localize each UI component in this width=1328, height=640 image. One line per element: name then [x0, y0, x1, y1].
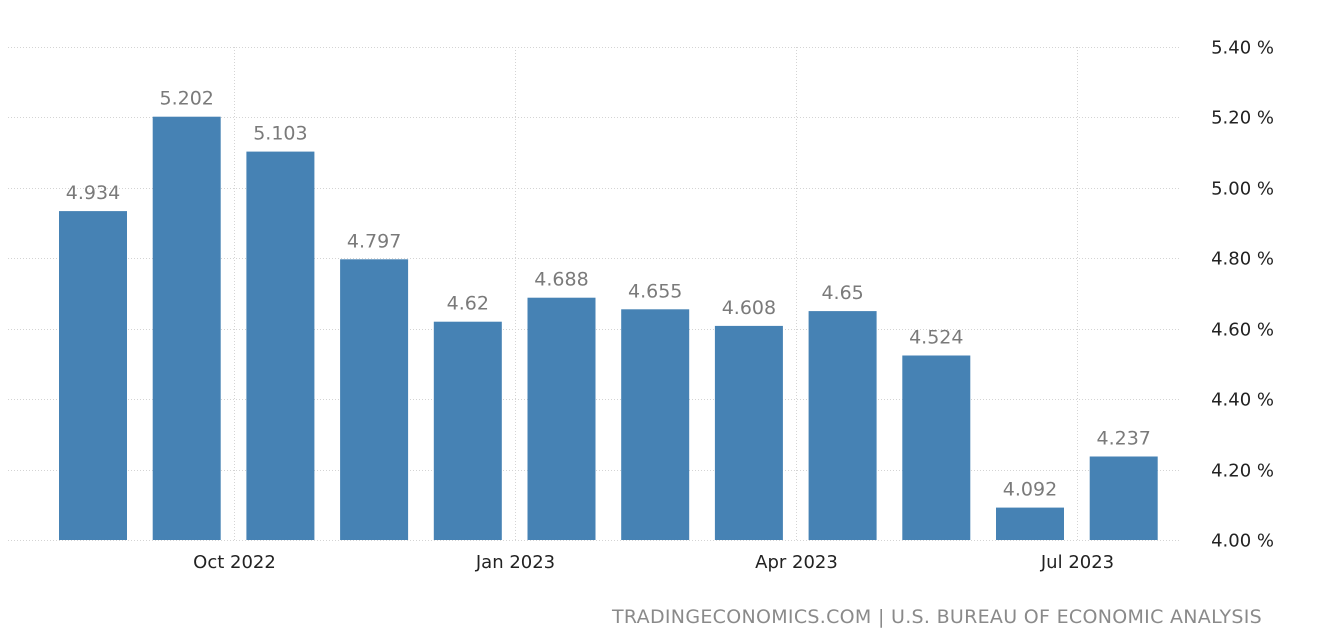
bars: [59, 116, 1158, 540]
bar: [902, 355, 971, 540]
source-credit: TRADINGECONOMICS.COM | U.S. BUREAU OF EC…: [612, 606, 1262, 628]
y-tick-label: 4.60 %: [1211, 320, 1274, 341]
bar: [152, 116, 221, 540]
bar: [808, 311, 877, 540]
data-label: 4.934: [66, 182, 120, 204]
bar: [246, 151, 315, 540]
data-label: 4.092: [1003, 479, 1057, 501]
data-label: 4.524: [909, 327, 963, 349]
y-tick-label: 5.40 %: [1211, 38, 1274, 59]
bar: [714, 325, 783, 540]
x-tick-label: Jul 2023: [1040, 552, 1114, 573]
y-tick-label: 5.20 %: [1211, 108, 1274, 129]
y-tick-label: 4.00 %: [1211, 531, 1274, 552]
y-axis-ticks: 4.00 % 4.20 % 4.40 % 4.60 % 4.80 % 5.00 % 5.20…: [1211, 38, 1274, 552]
y-tick-label: 4.80 %: [1211, 249, 1274, 270]
bar: [59, 211, 127, 540]
x-axis-ticks: Oct 2022 Jan 2023 Apr 2023 Jul 2023: [193, 552, 1114, 573]
data-label: 4.65: [821, 282, 863, 304]
bar: [433, 321, 502, 540]
data-labels: 4.934 5.202 5.103 4.797 4.62 4.688 4.655 4.608 4…: [66, 88, 1151, 501]
bar-chart: 4.934 5.202 5.103 4.797 4.62 4.688 4.655 4.608 4…: [8, 38, 1274, 573]
data-label: 4.655: [628, 280, 682, 302]
data-label: 4.797: [347, 230, 401, 252]
y-tick-label: 4.40 %: [1211, 390, 1274, 411]
x-tick-label: Oct 2022: [193, 552, 276, 573]
bar: [1089, 456, 1158, 540]
bar: [340, 259, 409, 540]
data-label: 4.62: [447, 293, 489, 315]
x-tick-label: Apr 2023: [755, 552, 838, 573]
data-label: 5.103: [253, 123, 307, 145]
bar: [527, 297, 596, 540]
data-label: 4.608: [722, 297, 776, 319]
data-label: 5.202: [159, 88, 213, 110]
data-label: 4.237: [1096, 428, 1150, 450]
y-tick-label: 5.00 %: [1211, 179, 1274, 200]
bar: [996, 507, 1064, 540]
data-label: 4.688: [534, 269, 588, 291]
bar: [621, 309, 690, 540]
x-tick-label: Jan 2023: [475, 552, 555, 573]
y-tick-label: 4.20 %: [1211, 461, 1274, 482]
